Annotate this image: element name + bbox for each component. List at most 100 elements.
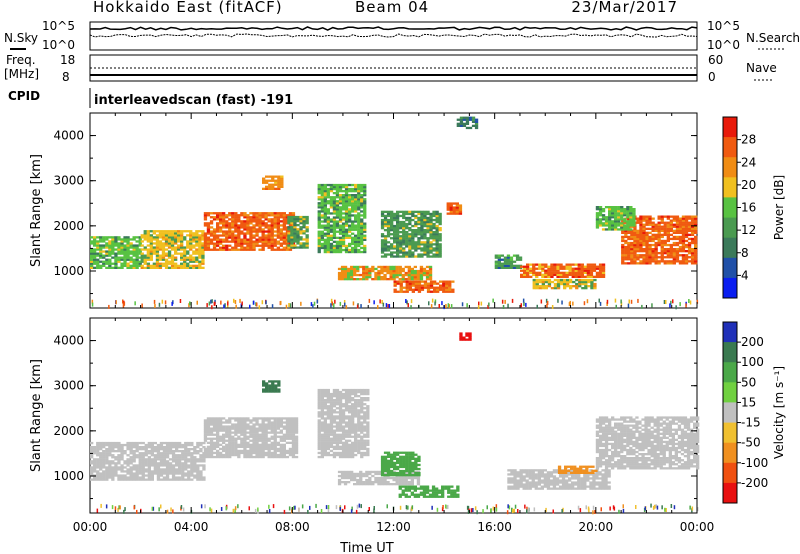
data-cell	[267, 244, 271, 247]
data-cell	[228, 439, 232, 442]
data-cell	[383, 210, 388, 213]
data-cell	[231, 246, 235, 249]
data-cell	[237, 224, 241, 227]
data-cell	[506, 264, 511, 267]
data-cell	[654, 235, 658, 239]
data-cell	[164, 236, 169, 239]
data-cell	[117, 266, 121, 269]
data-cell	[627, 217, 631, 220]
data-cell	[126, 458, 130, 461]
data-cell	[326, 441, 330, 444]
data-cell	[411, 212, 415, 216]
data-cell	[96, 478, 100, 481]
data-cell	[96, 462, 100, 465]
data-cell	[357, 198, 361, 201]
data-cell	[190, 441, 194, 445]
data-cell	[341, 392, 346, 396]
data-cell	[320, 192, 324, 195]
data-cell	[413, 269, 417, 273]
data-cell	[354, 226, 358, 229]
data-cell	[550, 265, 554, 268]
data-cell	[99, 244, 103, 247]
data-cell	[279, 421, 283, 424]
data-cell	[111, 466, 115, 469]
data-cell	[123, 260, 127, 263]
data-cell	[129, 443, 133, 447]
data-cell	[593, 287, 597, 290]
data-cell	[335, 427, 340, 430]
data-cell	[175, 456, 179, 459]
data-cell	[231, 437, 235, 440]
data-cell	[690, 237, 695, 241]
data-cell	[144, 468, 148, 471]
data-cell	[161, 238, 166, 241]
scatter-speck	[546, 300, 549, 305]
data-cell	[276, 431, 280, 434]
scatter-speck	[210, 299, 212, 304]
data-cell	[589, 271, 594, 274]
data-cell	[234, 218, 238, 221]
data-cell	[108, 476, 112, 479]
data-cell	[648, 262, 652, 265]
scatter-speck	[122, 303, 125, 308]
data-cell	[694, 258, 698, 261]
data-cell	[690, 254, 695, 257]
data-cell	[419, 269, 424, 273]
data-cell	[271, 380, 275, 383]
data-cell	[357, 187, 361, 191]
data-cell	[414, 231, 418, 234]
data-cell	[181, 472, 185, 475]
data-cell	[150, 472, 154, 475]
data-cell	[199, 450, 203, 453]
data-cell	[402, 233, 406, 236]
data-cell	[255, 455, 259, 459]
data-cell	[120, 250, 124, 253]
data-cell	[231, 238, 235, 241]
data-cell	[627, 248, 631, 251]
scatter-speck	[670, 300, 672, 305]
data-cell	[332, 220, 337, 223]
data-cell	[584, 278, 588, 282]
data-cell	[135, 260, 139, 263]
data-cell	[651, 239, 655, 243]
data-cell	[341, 431, 346, 434]
data-cell	[390, 222, 394, 226]
data-cell	[212, 455, 217, 459]
data-cell	[143, 234, 147, 237]
data-cell	[243, 455, 247, 459]
data-cell	[143, 238, 147, 241]
data-cell	[126, 472, 130, 475]
data-cell	[178, 450, 182, 453]
scatter-speck	[333, 303, 335, 308]
data-cell	[399, 214, 403, 218]
data-cell	[198, 260, 202, 263]
data-cell	[255, 445, 259, 448]
data-cell	[170, 240, 175, 243]
data-cell	[393, 251, 397, 254]
data-cell	[237, 214, 241, 217]
data-cell	[433, 288, 437, 291]
data-cell	[164, 232, 169, 235]
data-cell	[190, 460, 194, 463]
data-cell	[164, 260, 169, 263]
data-cell	[323, 399, 327, 402]
data-cell	[320, 415, 324, 418]
data-cell	[276, 216, 280, 219]
data-cell	[252, 234, 256, 237]
data-cell	[428, 276, 433, 279]
data-cell	[398, 265, 402, 269]
data-cell	[348, 210, 352, 213]
data-cell	[678, 229, 683, 232]
data-cell	[344, 429, 349, 432]
data-cell	[363, 200, 367, 203]
data-cell	[294, 449, 299, 453]
data-cell	[344, 407, 349, 410]
data-cell	[338, 240, 343, 243]
data-cell	[273, 429, 277, 432]
data-cell	[401, 276, 405, 279]
data-cell	[590, 280, 594, 284]
data-cell	[270, 443, 274, 446]
data-cell	[386, 245, 391, 248]
data-cell	[633, 258, 637, 261]
data-cell	[196, 458, 200, 461]
